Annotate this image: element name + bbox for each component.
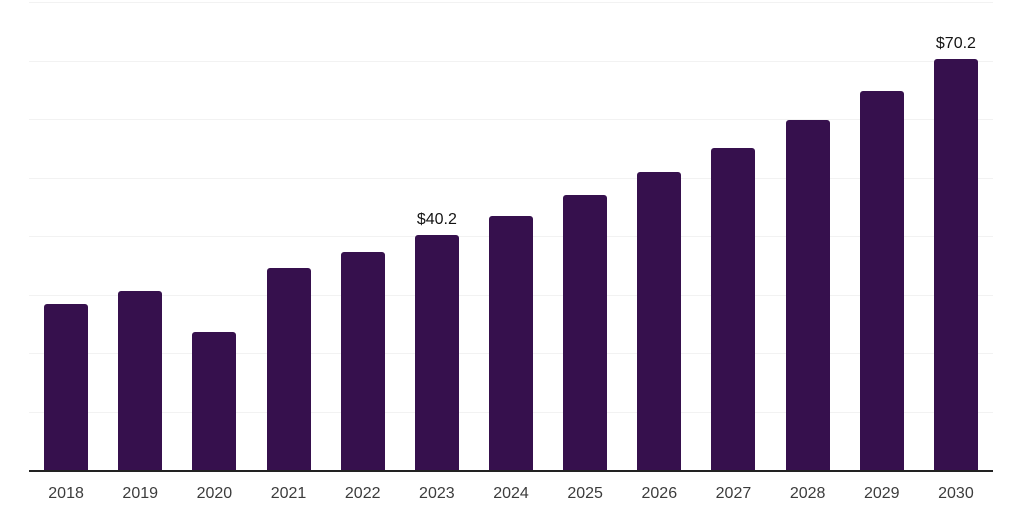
bar-2023[interactable] [414,234,459,470]
bar-2021[interactable] [266,268,311,470]
bar-2026[interactable] [637,172,682,470]
x-tick-label-2018: 2018 [48,485,84,502]
bar-2024[interactable] [489,215,533,470]
value-label-2023: $40.2 [416,210,457,228]
bar-2028[interactable] [785,120,830,470]
bar-2022[interactable] [340,251,385,470]
x-tick-label-2030: 2030 [938,485,974,502]
x-tick-label-2019: 2019 [122,485,159,502]
gridline-80 [29,2,993,3]
x-axis-line [29,470,993,472]
gridline-70 [29,60,993,62]
gridline-50 [29,177,993,179]
x-tick-label-2021: 2021 [270,485,307,502]
plot-area: $40.2 $70.2 [29,0,993,470]
x-tick-label-2027: 2027 [715,485,752,502]
x-tick-label-2025: 2025 [567,485,603,502]
x-tick-label-2026: 2026 [641,485,678,502]
bar-2020[interactable] [192,331,237,470]
bar-2030[interactable] [933,59,978,470]
x-tick-label-2023: 2023 [419,485,455,502]
value-label-2030: $70.2 [935,35,976,53]
bar-2019[interactable] [118,290,163,470]
bar-2025[interactable] [563,195,608,470]
x-tick-label-2024: 2024 [493,485,529,502]
gridline-60 [29,119,993,120]
bar-2027[interactable] [711,147,756,470]
x-tick-label-2020: 2020 [196,485,233,502]
bar-2029[interactable] [859,90,904,470]
x-tick-label-2022: 2022 [344,485,381,502]
bar-2018[interactable] [44,304,89,470]
x-tick-label-2028: 2028 [789,485,826,502]
x-tick-label-2029: 2029 [863,485,900,502]
